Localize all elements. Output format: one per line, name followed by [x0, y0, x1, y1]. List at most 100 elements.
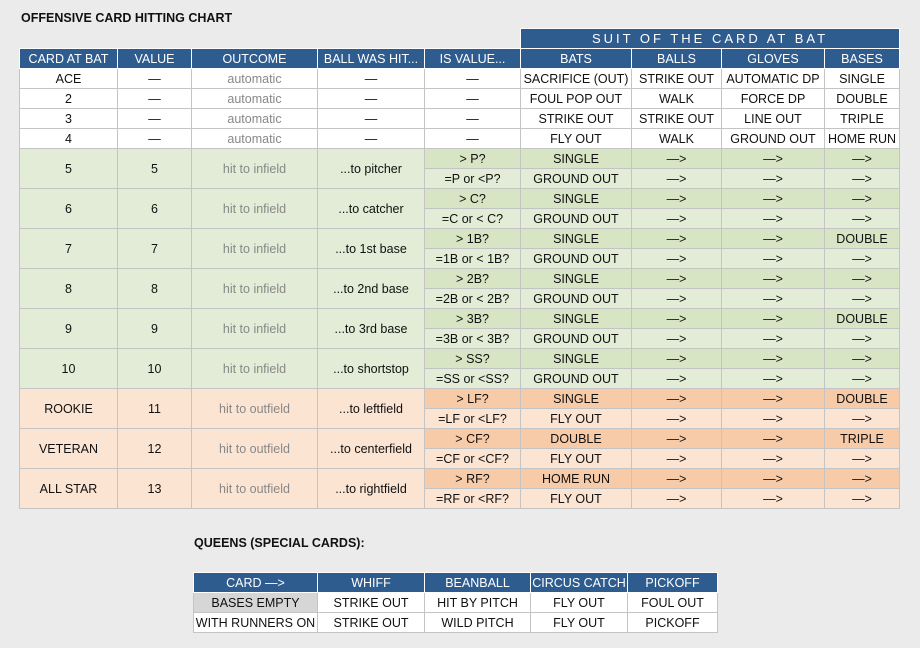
queens-cell: HIT BY PITCH — [424, 592, 531, 613]
outcome-cell: hit to infield — [191, 268, 318, 309]
card-cell: 7 — [19, 228, 118, 269]
value-cell: 11 — [117, 388, 192, 429]
outcome-cell: automatic — [191, 108, 318, 129]
bats-cell: GROUND OUT — [520, 248, 632, 269]
card-cell: 10 — [19, 348, 118, 389]
bats-cell: FLY OUT — [520, 448, 632, 469]
queens-cell: STRIKE OUT — [317, 612, 425, 633]
is-value-cell: =3B or < 3B? — [424, 328, 521, 349]
queens-column-header: BEANBALL — [424, 572, 531, 593]
hit-cell: — — [317, 128, 425, 149]
bats-cell: HOME RUN — [520, 468, 632, 489]
balls-cell: —> — [631, 428, 722, 449]
card-cell: ALL STAR — [19, 468, 118, 509]
card-cell: 6 — [19, 188, 118, 229]
balls-cell: —> — [631, 328, 722, 349]
balls-cell: WALK — [631, 128, 722, 149]
gloves-cell: —> — [721, 388, 825, 409]
outcome-cell: hit to outfield — [191, 428, 318, 469]
balls-cell: —> — [631, 208, 722, 229]
bats-cell: FLY OUT — [520, 128, 632, 149]
gloves-cell: —> — [721, 328, 825, 349]
queens-row: WITH RUNNERS ON STRIKE OUT WILD PITCH FLY O… — [193, 612, 718, 633]
hit-cell: ...to catcher — [317, 188, 425, 229]
is-value-cell: =1B or < 1B? — [424, 248, 521, 269]
gloves-cell: —> — [721, 148, 825, 169]
value-cell: 12 — [117, 428, 192, 469]
bases-cell: —> — [824, 488, 900, 509]
outcome-cell: hit to infield — [191, 148, 318, 189]
table-row: ROOKIE 11 hit to outfield ...to leftfield > … — [19, 388, 900, 429]
gloves-cell: —> — [721, 268, 825, 289]
outcome-cell: hit to infield — [191, 228, 318, 269]
table-row: 7 7 hit to infield ...to 1st base > 1B? SINGL… — [19, 228, 900, 269]
is-value-cell: =LF or <LF? — [424, 408, 521, 429]
queens-cell: STRIKE OUT — [317, 592, 425, 613]
bases-cell: —> — [824, 348, 900, 369]
value-cell: 13 — [117, 468, 192, 509]
is-value-cell: > 2B? — [424, 268, 521, 289]
is-value-cell: =CF or <CF? — [424, 448, 521, 469]
balls-cell: —> — [631, 248, 722, 269]
hitting-chart-table: SUIT OF THE CARD AT BAT CARD AT BAT VALUE… — [19, 28, 900, 509]
table-row: 4— automatic — — FLY OUT WALK GROUND OUT HOME R… — [19, 128, 900, 149]
card-cell: ROOKIE — [19, 388, 118, 429]
table-row: =LF or <LF? FLY OUT —> —> —> — [20, 408, 900, 429]
outcome-cell: hit to infield — [191, 348, 318, 389]
outcome-cell: hit to infield — [191, 308, 318, 349]
balls-cell: —> — [631, 168, 722, 189]
bases-cell: —> — [824, 468, 900, 489]
is-value-cell: — — [424, 88, 521, 109]
is-value-cell: =C or < C? — [424, 208, 521, 229]
bases-cell: TRIPLE — [824, 428, 900, 449]
balls-cell: —> — [631, 308, 722, 329]
bases-cell: SINGLE — [824, 68, 900, 89]
gloves-cell: —> — [721, 488, 825, 509]
table-row: 5 5 hit to infield ...to pitcher > P? SINGLE —… — [19, 148, 900, 189]
bats-cell: FOUL POP OUT — [520, 88, 632, 109]
balls-cell: —> — [631, 368, 722, 389]
column-header: CARD AT BAT — [19, 48, 118, 69]
hit-cell: ...to rightfield — [317, 468, 425, 509]
bats-cell: SINGLE — [520, 228, 632, 249]
bases-cell: HOME RUN — [824, 128, 900, 149]
outcome-cell: automatic — [191, 68, 318, 89]
bases-cell: —> — [824, 168, 900, 189]
value-cell: 9 — [117, 308, 192, 349]
suit-header: SUIT OF THE CARD AT BAT — [520, 28, 900, 49]
queens-cell: FOUL OUT — [627, 592, 718, 613]
bats-cell: GROUND OUT — [520, 208, 632, 229]
column-header: BATS — [520, 48, 632, 69]
table-row: =P or <P? GROUND OUT —> —> —> — [20, 168, 900, 189]
queens-column-header: WHIFF — [317, 572, 425, 593]
is-value-cell: > C? — [424, 188, 521, 209]
balls-cell: —> — [631, 188, 722, 209]
queens-title: QUEENS (SPECIAL CARDS): — [194, 536, 365, 550]
bases-cell: —> — [824, 208, 900, 229]
queens-row-label: BASES EMPTY — [193, 592, 318, 613]
bases-cell: —> — [824, 288, 900, 309]
bases-cell: —> — [824, 368, 900, 389]
table-row: ALL STAR 13 hit to outfield ...to rightfiel… — [19, 468, 900, 509]
value-cell: 8 — [117, 268, 192, 309]
bats-cell: GROUND OUT — [520, 168, 632, 189]
is-value-cell: =SS or <SS? — [424, 368, 521, 389]
table-row: 9 9 hit to infield ...to 3rd base > 3B? SINGL… — [19, 308, 900, 349]
is-value-cell: > RF? — [424, 468, 521, 489]
gloves-cell: —> — [721, 308, 825, 329]
balls-cell: —> — [631, 148, 722, 169]
queens-cell: FLY OUT — [530, 612, 628, 633]
table-row: 8 8 hit to infield ...to 2nd base > 2B? SINGL… — [19, 268, 900, 309]
column-header: OUTCOME — [191, 48, 318, 69]
balls-cell: —> — [631, 348, 722, 369]
is-value-cell: > CF? — [424, 428, 521, 449]
is-value-cell: > SS? — [424, 348, 521, 369]
table-row: ACE — automatic — — SACRIFICE (OUT) STRIKE OUT… — [19, 68, 900, 89]
value-cell: — — [117, 68, 192, 89]
bases-cell: DOUBLE — [824, 388, 900, 409]
card-cell: 5 — [19, 148, 118, 189]
hit-cell: — — [317, 68, 425, 89]
gloves-cell: —> — [721, 348, 825, 369]
bases-cell: DOUBLE — [824, 308, 900, 329]
hit-cell: ...to pitcher — [317, 148, 425, 189]
